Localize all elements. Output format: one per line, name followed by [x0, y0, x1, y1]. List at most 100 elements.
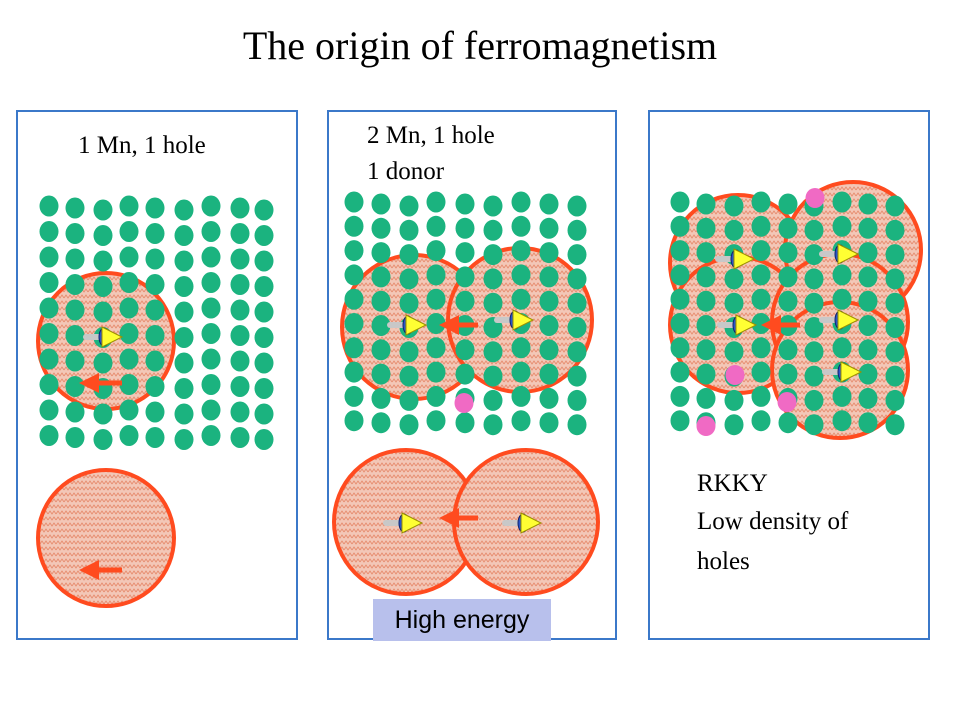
host-atom — [832, 264, 852, 286]
host-atom — [751, 410, 771, 432]
host-atom — [832, 385, 852, 407]
host-atom — [724, 341, 744, 363]
high-energy-badge: High energy — [373, 599, 551, 641]
host-atom — [174, 403, 194, 425]
host-atom — [778, 193, 798, 215]
host-atom — [455, 193, 475, 215]
page-title: The origin of ferromagnetism — [242, 23, 718, 68]
host-atom — [371, 412, 391, 434]
host-atom — [426, 410, 446, 432]
mn-spin-icon — [822, 361, 863, 383]
host-atom — [426, 385, 446, 407]
host-atom — [885, 244, 905, 266]
host-atom — [426, 361, 446, 383]
host-atom — [254, 250, 274, 272]
host-atom — [371, 387, 391, 409]
host-atom — [858, 412, 878, 434]
host-atom — [145, 223, 165, 244]
host-atom — [39, 425, 59, 446]
host-atom — [832, 288, 852, 310]
host-atom — [539, 363, 559, 385]
host-atom — [511, 410, 531, 432]
host-atom — [539, 315, 559, 336]
host-atom — [696, 193, 716, 215]
host-atom — [39, 272, 59, 293]
host-atom — [344, 264, 364, 286]
host-atom — [778, 363, 798, 385]
host-atom — [724, 389, 744, 411]
host-atom — [567, 341, 587, 363]
host-atom — [885, 341, 905, 363]
host-atom — [511, 264, 531, 286]
host-atom — [751, 361, 771, 383]
host-atom — [778, 290, 798, 312]
host-atom — [371, 217, 391, 239]
host-atom — [119, 399, 139, 421]
host-atom — [751, 385, 771, 407]
host-atom — [201, 195, 221, 217]
host-atom — [832, 410, 852, 432]
host-atom — [804, 268, 824, 290]
host-atom — [567, 195, 587, 217]
host-atom — [751, 215, 771, 237]
host-atom — [567, 365, 587, 387]
host-atom — [511, 191, 531, 213]
host-atom — [344, 240, 364, 262]
host-atom — [39, 374, 59, 395]
host-atom — [254, 301, 274, 323]
host-atom — [201, 399, 221, 421]
host-atom — [344, 215, 364, 237]
host-atom — [567, 292, 587, 314]
host-atom — [201, 425, 221, 446]
host-atom — [670, 361, 690, 383]
host-atom — [174, 199, 194, 221]
host-atom — [778, 217, 798, 239]
host-atom — [145, 427, 165, 448]
host-atom — [145, 197, 165, 219]
host-atom — [670, 385, 690, 407]
host-atom — [119, 221, 139, 242]
host-atom — [539, 242, 559, 264]
host-atom — [511, 337, 531, 359]
host-atom — [426, 215, 446, 237]
host-atom — [751, 240, 771, 262]
host-atom — [93, 250, 113, 272]
host-atom — [858, 217, 878, 239]
host-atom — [670, 288, 690, 310]
host-atom — [344, 385, 364, 407]
host-atom — [483, 365, 503, 387]
host-atom — [696, 363, 716, 385]
host-atom — [670, 313, 690, 334]
host-atom — [201, 374, 221, 395]
host-atom — [371, 363, 391, 385]
host-atom — [371, 193, 391, 215]
host-atom — [885, 292, 905, 314]
host-atom — [65, 299, 85, 321]
host-atom — [567, 317, 587, 338]
host-atom — [119, 425, 139, 446]
host-atom — [455, 217, 475, 239]
host-atom — [567, 219, 587, 241]
host-atom — [230, 427, 250, 448]
host-atom — [539, 266, 559, 288]
host-atom — [344, 313, 364, 334]
host-atom — [254, 352, 274, 374]
host-atom — [670, 410, 690, 432]
host-atom — [426, 191, 446, 213]
host-atom — [751, 191, 771, 213]
host-atom — [483, 244, 503, 266]
host-atom — [885, 195, 905, 217]
host-atom — [65, 248, 85, 270]
host-atom — [399, 195, 419, 217]
host-atom — [751, 337, 771, 359]
host-atom — [426, 288, 446, 310]
host-atom — [885, 389, 905, 411]
host-atom — [344, 337, 364, 359]
mn-spin-icon — [819, 243, 860, 265]
donor-atom — [696, 416, 716, 436]
host-atom — [39, 323, 59, 344]
host-atom — [65, 223, 85, 244]
host-atom — [344, 191, 364, 213]
host-atom — [254, 225, 274, 246]
